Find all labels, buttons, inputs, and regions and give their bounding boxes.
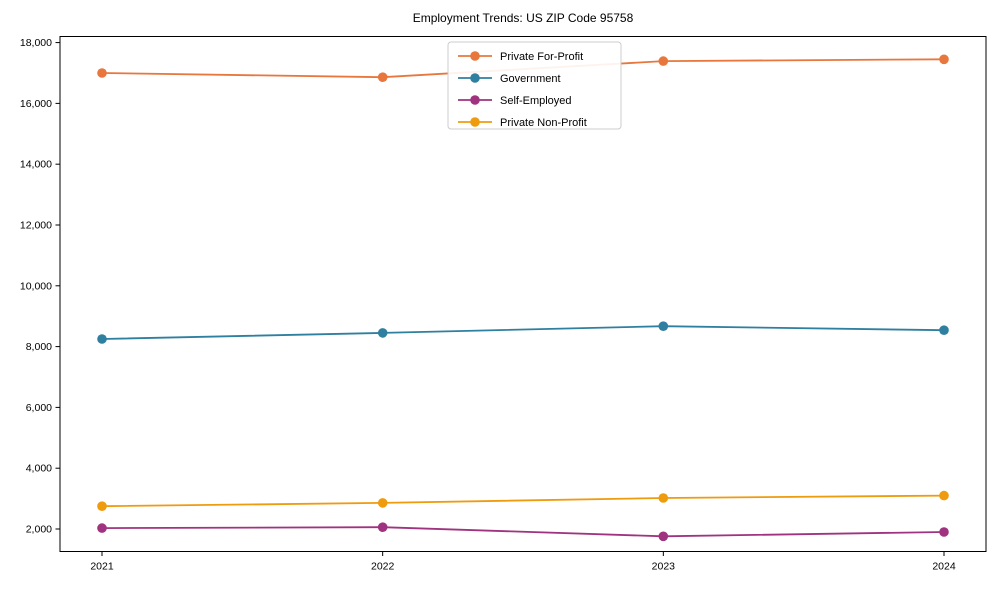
legend-label: Private For-Profit: [500, 51, 583, 63]
y-tick-label: 6,000: [26, 402, 52, 414]
legend-item-private-non-profit: Private Non-Profit: [458, 117, 587, 129]
data-point-private-for-profit: [377, 72, 388, 82]
data-point-self-employed: [939, 527, 949, 537]
legend-box: [447, 41, 622, 130]
legend-marker-icon: [470, 51, 480, 61]
data-point-self-employed: [377, 522, 388, 532]
x-axis: 2021 2022 2023 2024: [90, 551, 956, 573]
data-point-self-employed: [658, 531, 669, 542]
x-tick-label: 2024: [932, 561, 956, 573]
legend-marker-icon: [470, 117, 480, 127]
legend-label: Government: [500, 73, 561, 85]
data-point-government: [97, 334, 107, 344]
y-tick-label: 16,000: [20, 98, 52, 110]
y-tick-label: 4,000: [26, 463, 52, 475]
y-tick-label: 14,000: [20, 159, 52, 171]
legend-item-government: Government: [458, 73, 561, 85]
data-point-private-for-profit: [97, 68, 107, 78]
y-tick-label: 12,000: [20, 219, 52, 231]
y-tick-label: 2,000: [26, 524, 52, 536]
x-tick-label: 2023: [652, 561, 676, 573]
legend-marker-icon: [470, 73, 480, 83]
y-axis: 2,000 4,000 6,000 8,000 10,000 12,000 14,000 16…: [20, 37, 60, 536]
data-point-government: [939, 325, 949, 336]
x-tick-label: 2022: [371, 561, 395, 573]
legend-label: Self-Employed: [500, 95, 572, 107]
data-point-private-for-profit: [939, 54, 949, 65]
series-line-self-employed: [101, 526, 945, 538]
data-point-self-employed: [97, 523, 107, 533]
y-tick-label: 18,000: [20, 37, 52, 49]
plot-border: [59, 36, 987, 552]
legend: Private For-Profit Government Self-Employe…: [447, 41, 622, 130]
data-point-private-non-profit: [377, 498, 388, 508]
chart-title: Employment Trends: US ZIP Code 95758: [413, 11, 634, 25]
legend-marker-icon: [470, 95, 480, 105]
data-point-private-non-profit: [97, 501, 107, 512]
data-point-private-non-profit: [939, 490, 949, 501]
legend-item-self-employed: Self-Employed: [458, 95, 572, 107]
y-tick-label: 10,000: [20, 280, 52, 292]
x-tick-label: 2021: [90, 561, 114, 573]
series-line-government: [101, 325, 945, 340]
legend-label: Private Non-Profit: [500, 117, 587, 129]
data-point-government: [658, 321, 669, 332]
data-point-government: [377, 328, 388, 338]
legend-item-private-for-profit: Private For-Profit: [458, 51, 583, 63]
data-point-private-non-profit: [658, 493, 669, 503]
series-line-private-non-profit: [101, 494, 945, 508]
data-point-private-for-profit: [658, 56, 669, 66]
y-tick-label: 8,000: [26, 341, 52, 353]
